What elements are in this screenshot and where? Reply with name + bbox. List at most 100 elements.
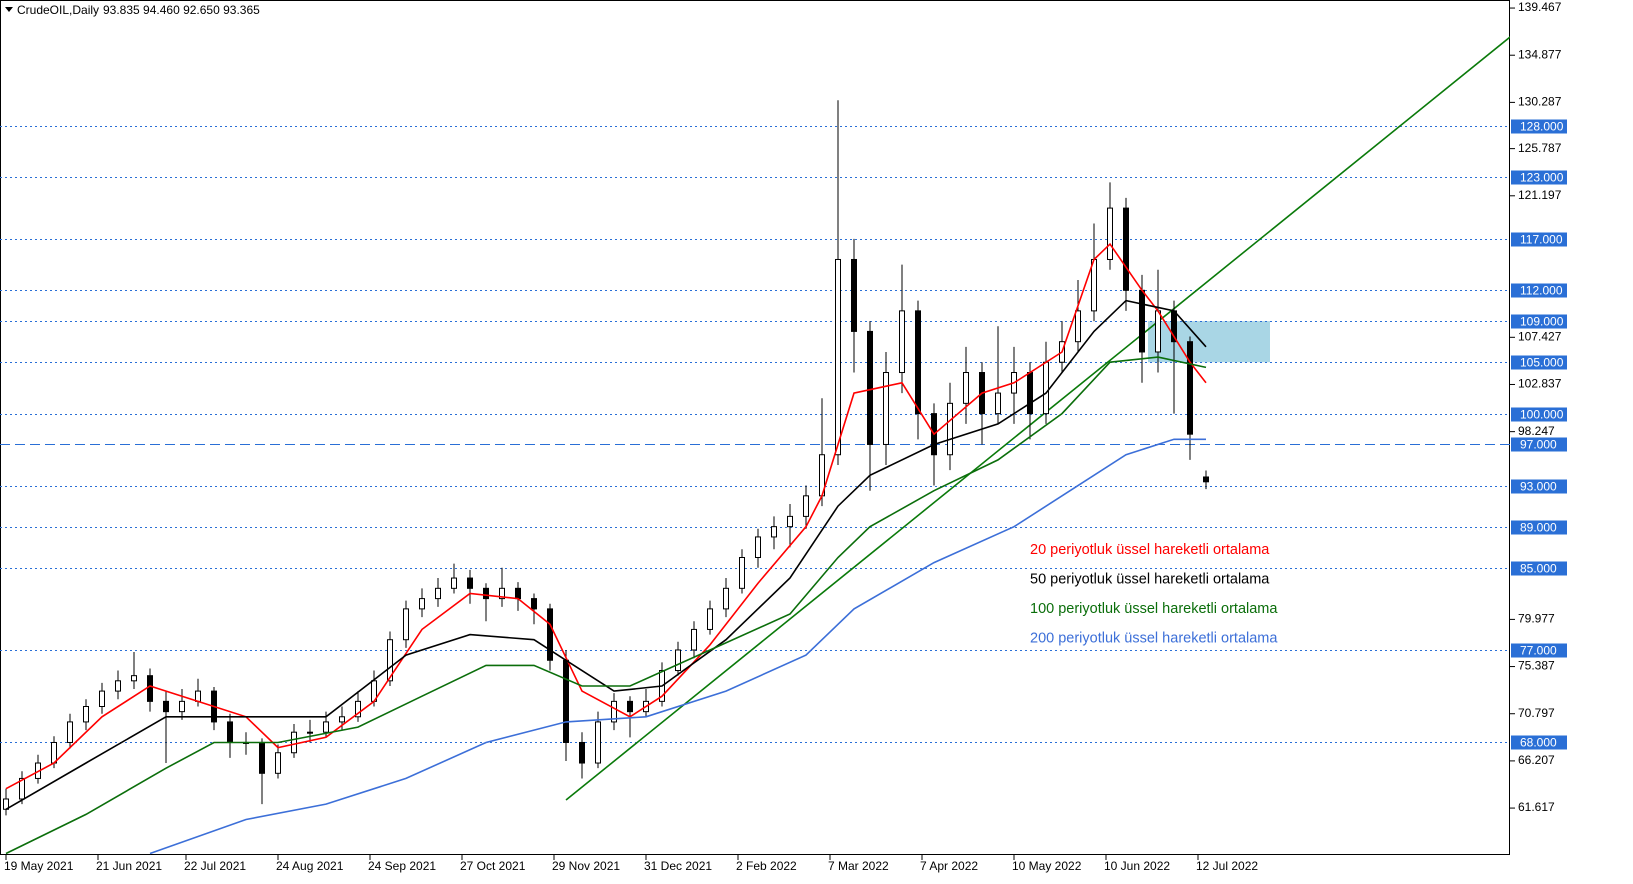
axes: 128.000 123.000 117.000 112.000 109.000 105.0… — [4, 0, 1567, 873]
level-label-box — [1511, 355, 1567, 370]
x-tick-label: 10 Jun 2022 — [1104, 859, 1170, 873]
candle-body — [355, 700, 361, 718]
candle-body — [163, 700, 169, 713]
level-label-box — [1511, 437, 1567, 452]
candle-body — [83, 706, 89, 723]
moving-average-line — [5, 356, 1207, 855]
y-tick-label: 75.387 — [1518, 659, 1555, 673]
candle-body — [1123, 207, 1129, 291]
candle-body — [867, 330, 873, 445]
candle-body — [595, 721, 601, 764]
candle-body — [611, 700, 617, 723]
candle-body — [19, 777, 25, 800]
moving-average-line — [5, 242, 1207, 790]
candle-body — [1091, 258, 1097, 312]
candle-body — [387, 639, 393, 682]
menu-arrow — [5, 7, 13, 12]
candle-body — [1187, 341, 1193, 435]
x-tick-label: 12 Jul 2022 — [1196, 859, 1258, 873]
moving-average-line — [149, 438, 1206, 855]
level-label-box — [1511, 232, 1567, 247]
candle-body — [499, 587, 505, 600]
legend-entry: 200 periyotluk üssel hareketli ortalama — [1030, 630, 1278, 646]
candle-body — [435, 587, 441, 600]
level-label-box — [1511, 283, 1567, 298]
candle-body — [339, 716, 345, 723]
level-label-box — [1511, 643, 1567, 658]
x-tick-label: 2 Feb 2022 — [736, 859, 797, 873]
y-tick-label: 125.787 — [1518, 141, 1562, 155]
candle-body — [195, 690, 201, 702]
legend-entry: 50 periyotluk üssel hareketli ortalama — [1030, 571, 1270, 587]
candle-body — [755, 536, 761, 558]
level-label-box — [1511, 735, 1567, 750]
candle-body — [131, 675, 137, 682]
candle-body — [1155, 310, 1161, 353]
trendline — [565, 36, 1510, 801]
candle-body — [915, 310, 921, 415]
candle-body — [259, 741, 265, 774]
level-label: 128.000 — [1520, 120, 1564, 134]
candle-body — [467, 577, 473, 589]
x-tick-label: 29 Nov 2021 — [552, 859, 620, 873]
candle-body — [179, 700, 185, 713]
plot-area — [0, 36, 1510, 855]
candle-body — [963, 372, 969, 404]
candle-body — [739, 556, 745, 589]
legend-entry: 20 periyotluk üssel hareketli ortalama — [1030, 542, 1270, 558]
level-label: 89.000 — [1520, 521, 1557, 535]
x-tick-label: 10 May 2022 — [1012, 859, 1082, 873]
candle-body — [403, 608, 409, 641]
candle-body — [483, 587, 489, 600]
candle-body — [563, 659, 569, 743]
y-tick-label: 102.837 — [1518, 377, 1562, 391]
candle-body — [451, 577, 457, 589]
y-tick-label: 107.427 — [1518, 329, 1562, 343]
level-label-box — [1511, 119, 1567, 134]
level-label: 105.000 — [1520, 356, 1564, 370]
y-tick-label: 134.877 — [1518, 47, 1562, 61]
y-tick-label: 70.797 — [1518, 706, 1555, 720]
level-label: 97.000 — [1520, 438, 1557, 452]
x-tick-label: 19 May 2021 — [4, 859, 74, 873]
candle-body — [803, 495, 809, 517]
plot-frame — [0, 0, 1510, 855]
y-tick-label: 121.197 — [1518, 188, 1562, 202]
candle-body — [307, 731, 313, 734]
candle-body — [1027, 372, 1033, 415]
level-label: 109.000 — [1520, 315, 1564, 329]
level-label: 68.000 — [1520, 736, 1557, 750]
level-label-box — [1511, 170, 1567, 185]
candle-body — [675, 649, 681, 672]
y-tick-label: 130.287 — [1518, 95, 1562, 109]
candle-body — [899, 310, 905, 374]
level-label-box — [1511, 479, 1567, 494]
candle-body — [1043, 361, 1049, 415]
candle-body — [723, 587, 729, 610]
y-tick-label: 61.617 — [1518, 800, 1555, 814]
level-label: 123.000 — [1520, 171, 1564, 185]
candle-body — [291, 731, 297, 754]
level-label: 77.000 — [1520, 644, 1557, 658]
candle-body — [851, 258, 857, 332]
x-tick-label: 21 Jun 2021 — [96, 859, 162, 873]
candle-body — [707, 608, 713, 630]
candle-body — [147, 675, 153, 702]
candle-body — [883, 372, 889, 445]
x-tick-label: 24 Sep 2021 — [368, 859, 436, 873]
candle-body — [115, 680, 121, 692]
level-label: 112.000 — [1520, 284, 1563, 298]
y-tick-label: 98.247 — [1518, 424, 1555, 438]
candle-body — [771, 526, 777, 538]
x-tick-label: 22 Jul 2021 — [184, 859, 246, 873]
candle-body — [515, 587, 521, 600]
candle-body — [995, 392, 1001, 415]
level-label-box — [1511, 314, 1567, 329]
y-tick-label: 66.207 — [1518, 753, 1555, 767]
level-label: 85.000 — [1520, 562, 1557, 576]
header-values: 93.835 94.460 92.650 93.365 — [103, 3, 260, 17]
candle-body — [547, 608, 553, 661]
x-tick-label: 31 Dec 2021 — [644, 859, 712, 873]
candle-body — [67, 721, 73, 743]
y-tick-label: 79.977 — [1518, 612, 1555, 626]
